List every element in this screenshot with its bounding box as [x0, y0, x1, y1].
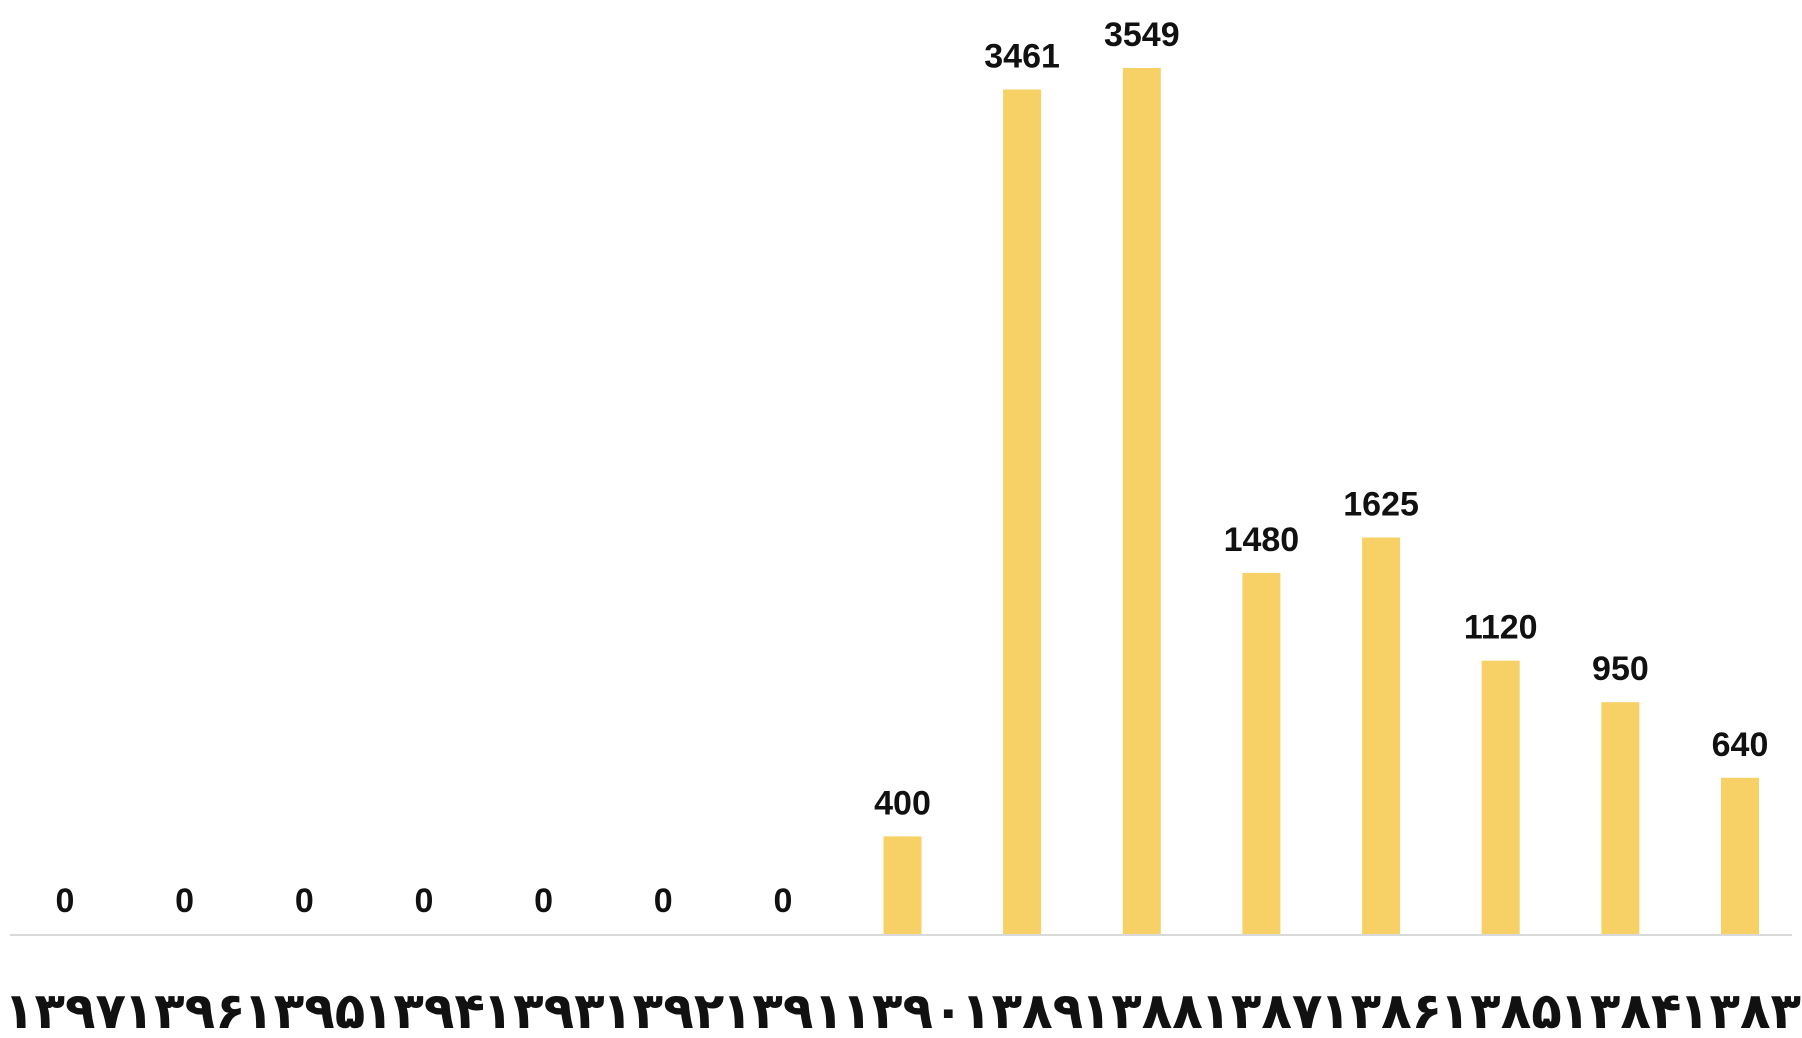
x-tick-label: ۱۳۹۵ — [243, 982, 365, 1038]
x-tick-label: ۱۳۹۲ — [602, 982, 724, 1038]
x-tick-label: ۱۳۹۶ — [124, 982, 246, 1038]
data-label: 0 — [295, 882, 314, 920]
x-tick-labels-layer: ۱۳۹۷۱۳۹۶۱۳۹۵۱۳۹۴۱۳۹۳۱۳۹۲۱۳۹۱۱۳۹۰۱۳۸۹۱۳۸۸… — [4, 982, 1801, 1038]
x-tick-label: ۱۳۹۴ — [363, 982, 485, 1038]
data-labels-layer: 0 0 0 0 0 0 0 400 3461 3549 1480 1625 1120 950 640 — [56, 16, 1769, 920]
data-label: 640 — [1712, 726, 1769, 764]
data-label: 1120 — [1464, 609, 1538, 647]
bar — [883, 836, 922, 934]
data-label: 3461 — [984, 38, 1060, 76]
bar — [1601, 702, 1640, 934]
data-label: 0 — [654, 882, 673, 920]
x-tick-label: ۱۳۸۸ — [1081, 982, 1203, 1038]
bar — [1003, 89, 1042, 934]
data-label: 1480 — [1224, 521, 1300, 559]
bar — [1122, 68, 1161, 934]
x-tick-label: ۱۳۸۹ — [961, 982, 1083, 1038]
bar — [1362, 537, 1401, 934]
x-tick-label: ۱۳۹۰ — [841, 982, 963, 1038]
data-label: 950 — [1592, 650, 1649, 688]
data-label: 0 — [56, 882, 75, 920]
data-label: 0 — [175, 882, 194, 920]
x-tick-label: ۱۳۸۴ — [1559, 982, 1681, 1038]
x-tick-label: ۱۳۹۳ — [483, 982, 605, 1038]
x-tick-label: ۱۳۸۶ — [1320, 982, 1442, 1038]
bar — [1242, 572, 1281, 934]
bars-layer — [883, 68, 1759, 934]
bar — [1481, 660, 1520, 934]
data-label: 0 — [534, 882, 553, 920]
data-label: 0 — [414, 882, 433, 920]
x-tick-label: ۱۳۸۳ — [1679, 982, 1801, 1038]
x-tick-label: ۱۳۸۵ — [1440, 982, 1562, 1038]
data-label: 0 — [773, 882, 792, 920]
x-tick-label: ۱۳۹۷ — [4, 982, 126, 1038]
data-label: 1625 — [1343, 486, 1419, 524]
data-label: 3549 — [1104, 16, 1180, 54]
x-tick-label: ۱۳۸۷ — [1200, 982, 1322, 1038]
data-label: 400 — [874, 784, 931, 822]
x-tick-label: ۱۳۹۱ — [722, 982, 844, 1038]
bar — [1721, 777, 1759, 934]
